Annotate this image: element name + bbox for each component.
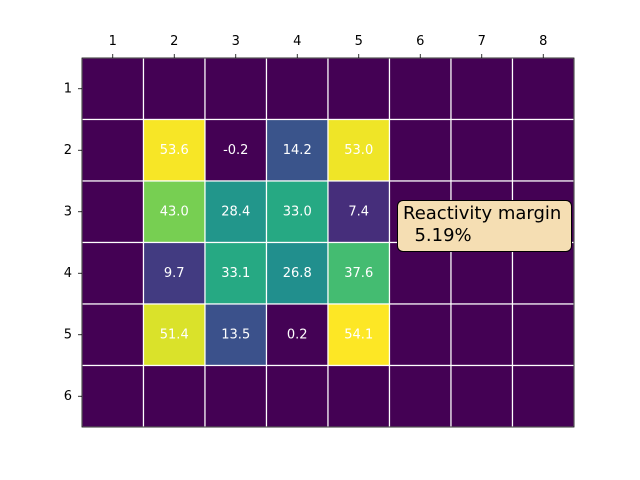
heatmap-cell-r4-c1	[81, 241, 145, 305]
heatmap-cell-r6-c1	[81, 364, 145, 428]
heatmap-cell-r3-c4	[265, 180, 329, 244]
heatmap-cell-r2-c7	[450, 118, 514, 182]
x-tick-label-3: 3	[232, 34, 240, 49]
y-tick-label-3: 3	[64, 204, 72, 219]
cell-value-label-r5-c4: 0.2	[287, 327, 308, 342]
heatmap-cell-r6-c3	[204, 364, 268, 428]
heatmap-cell-r3-c1	[81, 180, 145, 244]
cell-value-label-r3-c5: 7.4	[348, 204, 369, 219]
heatmap-cell-r2-c8	[511, 118, 575, 182]
heatmap-cell-r1-c5	[327, 57, 391, 121]
cell-value-label-r2-c4: 14.2	[283, 143, 312, 158]
heatmap-cell-r6-c7	[450, 364, 514, 428]
heatmap-cell-r6-c4	[265, 364, 329, 428]
cell-value-label-r5-c3: 13.5	[221, 327, 250, 342]
heatmap-cell-r4-c4	[265, 241, 329, 305]
cell-value-label-r5-c5: 54.1	[344, 327, 373, 342]
heatmap-cell-r6-c5	[327, 364, 391, 428]
cell-value-label-r4-c2: 9.7	[164, 266, 185, 281]
heatmap-cell-r4-c3	[204, 241, 268, 305]
heatmap-cell-r3-c2	[142, 180, 206, 244]
cell-value-label-r3-c4: 33.0	[283, 204, 312, 219]
heatmap-cell-r1-c6	[388, 57, 452, 121]
cell-value-label-r4-c3: 33.1	[221, 266, 250, 281]
cell-value-label-r2-c2: 53.6	[160, 143, 189, 158]
cell-value-label-r3-c3: 28.4	[221, 204, 250, 219]
heatmap-cell-r1-c8	[511, 57, 575, 121]
y-tick-label-1: 1	[64, 81, 72, 96]
heatmap-cell-r3-c5	[327, 180, 391, 244]
x-tick-label-8: 8	[539, 34, 547, 49]
annotation-line-1: Reactivity margin	[403, 203, 562, 224]
axis-ticks: 1 2 3 4 5 6 7 8 1 2 3 4 5 6	[64, 34, 548, 404]
heatmap-cell-r6-c8	[511, 364, 575, 428]
y-tick-label-5: 5	[64, 327, 72, 342]
heatmap-cell-r2-c6	[388, 118, 452, 182]
x-tick-label-7: 7	[478, 34, 486, 49]
heatmap-cell-r3-c3	[204, 180, 268, 244]
cell-value-label-r2-c5: 53.0	[344, 143, 373, 158]
y-tick-label-6: 6	[64, 389, 72, 404]
heatmap-cell-r5-c8	[511, 303, 575, 367]
annotation-line-2: 5.19%	[403, 225, 472, 246]
heatmap-cell-r6-c2	[142, 364, 206, 428]
reactivity-margin-annotation: Reactivity margin 5.19%	[397, 200, 573, 252]
cell-value-label-r4-c4: 26.8	[283, 266, 312, 281]
heatmap-cell-r1-c7	[450, 57, 514, 121]
heatmap-cell-r2-c2	[142, 118, 206, 182]
heatmap-cell-r1-c4	[265, 57, 329, 121]
cell-value-labels: 53.6 -0.2 14.2 53.0 43.0 28.4 33.0 7.4 9.7 33.1 26…	[160, 143, 373, 343]
heatmap-cell-r5-c5	[327, 303, 391, 367]
heatmap-cell-r2-c4	[265, 118, 329, 182]
heatmap-cell-r1-c1	[81, 57, 145, 121]
heatmap-cell-r5-c7	[450, 303, 514, 367]
heatmap-cell-r2-c1	[81, 118, 145, 182]
y-tick-label-2: 2	[64, 143, 72, 158]
x-tick-label-5: 5	[355, 34, 363, 49]
cell-value-label-r2-c3: -0.2	[223, 143, 248, 158]
heatmap-cell-r1-c3	[204, 57, 268, 121]
cell-value-label-r4-c5: 37.6	[344, 266, 373, 281]
heatmap-cell-r4-c5	[327, 241, 391, 305]
x-tick-label-4: 4	[293, 34, 301, 49]
cell-value-label-r3-c2: 43.0	[160, 204, 189, 219]
x-tick-label-1: 1	[109, 34, 117, 49]
plot-frame	[81, 57, 575, 428]
cell-value-label-r5-c2: 51.4	[160, 327, 189, 342]
heatmap-cell-r5-c1	[81, 303, 145, 367]
x-tick-label-2: 2	[170, 34, 178, 49]
heatmap-cell-r5-c4	[265, 303, 329, 367]
heatmap-cell-r1-c2	[142, 57, 206, 121]
x-tick-label-6: 6	[416, 34, 424, 49]
heatmap-cell-r5-c6	[388, 303, 452, 367]
heatmap-cell-r6-c6	[388, 364, 452, 428]
y-tick-label-4: 4	[64, 266, 72, 281]
